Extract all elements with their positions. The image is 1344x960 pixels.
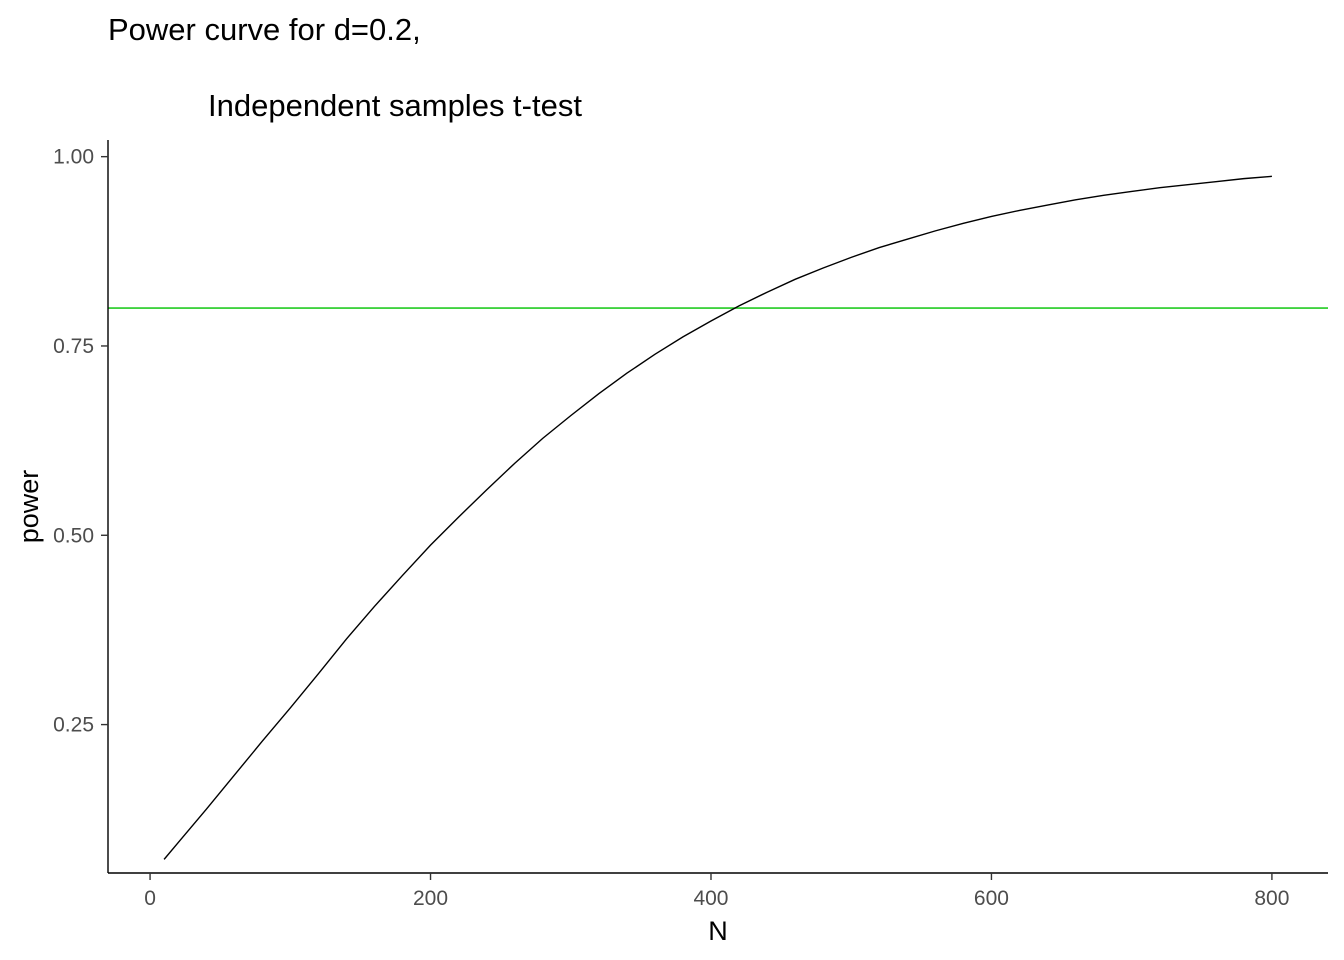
y-axis-title: power — [14, 470, 44, 544]
y-tick-label: 0.75 — [53, 335, 94, 358]
chart-title: Power curve for d=0.2, — [108, 12, 421, 47]
x-tick-label: 800 — [1254, 887, 1289, 910]
x-tick-label: 600 — [974, 887, 1009, 910]
y-tick-label: 0.50 — [53, 524, 94, 547]
y-tick-label: 1.00 — [53, 146, 94, 169]
power-curve-line — [163, 175, 1272, 860]
chart-subtitle: Independent samples t-test — [208, 88, 582, 123]
x-axis-title: N — [708, 916, 728, 946]
y-tick-label: 0.25 — [53, 714, 94, 737]
x-tick-label: 400 — [693, 887, 728, 910]
x-tick-label: 200 — [413, 887, 448, 910]
x-tick-label: 0 — [144, 887, 156, 910]
